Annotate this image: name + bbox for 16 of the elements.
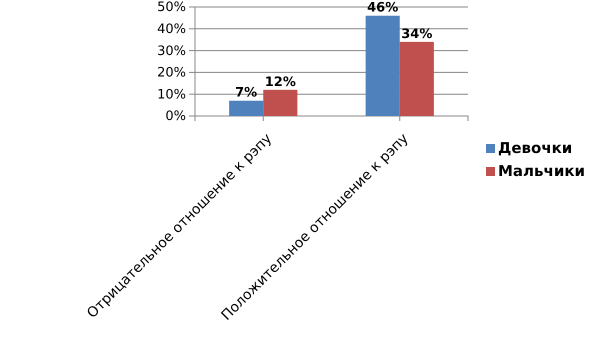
bar: [229, 100, 264, 116]
y-tick-label: 40%: [157, 22, 186, 37]
legend-label: Мальчики: [498, 162, 586, 180]
bar: [400, 42, 434, 116]
data-label: 46%: [367, 0, 398, 16]
legend-label: Девочки: [498, 139, 572, 157]
y-tick-label: 30%: [157, 44, 186, 59]
data-label: 7%: [235, 86, 258, 101]
y-tick-label: 20%: [157, 66, 186, 81]
data-label: 12%: [264, 74, 296, 90]
y-tick-label: 0%: [165, 109, 186, 124]
data-label: 34%: [401, 26, 432, 42]
bar: [263, 90, 298, 116]
y-tick-label: 10%: [157, 87, 186, 102]
y-tick-label: 50%: [157, 0, 186, 16]
bar: [366, 16, 400, 116]
